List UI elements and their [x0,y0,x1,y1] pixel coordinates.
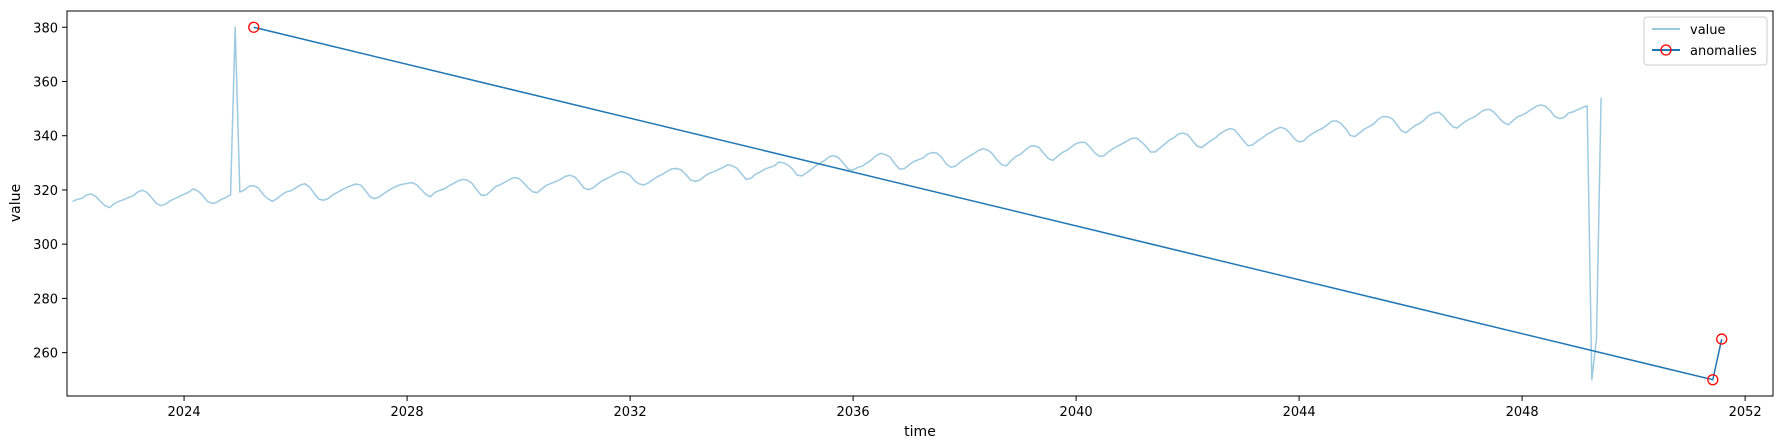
anomaly-point [1707,374,1719,386]
value-series-line [72,26,1602,381]
y-axis-label: value [8,184,24,222]
y-tick-label: 300 [33,238,58,253]
x-tick-label: 2036 [837,405,870,420]
x-axis-label: time [904,424,936,440]
x-tick-label: 2044 [1283,405,1316,420]
x-tick-label: 2028 [391,405,424,420]
y-tick-label: 340 [33,130,58,145]
legend: value anomalies [1643,16,1768,66]
x-tick-label: 2024 [168,405,201,420]
y-tick-label: 280 [33,292,58,307]
y-axis: 260 280 300 320 340 360 380 [33,21,67,362]
y-tick-label: 360 [33,75,58,90]
x-tick-label: 2032 [614,405,647,420]
legend-anomalies-label: anomalies [1690,44,1757,59]
plot-frame [66,10,1774,397]
legend-anomalies-marker [1660,44,1672,56]
y-tick-label: 320 [33,184,58,199]
x-tick-label: 2040 [1060,405,1093,420]
anomaly-point [248,21,260,33]
y-tick-label: 380 [33,21,58,36]
anomaly-point [1716,333,1728,345]
x-tick-label: 2052 [1729,405,1762,420]
legend-value-label: value [1690,23,1726,38]
x-axis: 2024 2028 2032 2036 2040 2044 2048 2052 [168,396,1762,420]
x-tick-label: 2048 [1506,405,1539,420]
y-tick-label: 260 [33,347,58,362]
anomalies-series-line [253,26,1723,381]
plot-area [72,21,1728,386]
